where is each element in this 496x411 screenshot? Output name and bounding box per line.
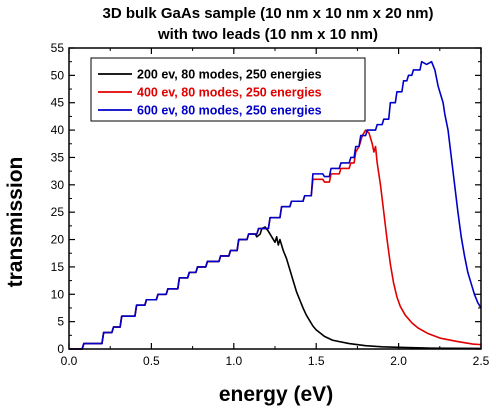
y-tick-label: 20 (51, 233, 65, 247)
y-tick-label: 40 (51, 123, 65, 137)
y-axis-title: transmission (4, 157, 27, 288)
x-tick-label: 1.5 (308, 354, 325, 368)
y-tick-label: 15 (51, 260, 65, 274)
y-tick-label: 0 (57, 342, 64, 356)
series-layer (69, 60, 482, 350)
series-line-3 (69, 60, 482, 350)
y-tick-label: 45 (51, 96, 65, 110)
y-tick-label: 55 (51, 41, 65, 55)
x-tick-label: 2.5 (473, 354, 490, 368)
y-tick-label: 30 (51, 178, 65, 192)
legend-box (90, 57, 366, 122)
y-tick-label: 5 (57, 315, 64, 329)
y-tick-label: 35 (51, 150, 65, 164)
legend: 200 ev, 80 modes, 250 energies 400 ev, 80… (90, 57, 366, 122)
x-tick-label: 0.0 (61, 354, 78, 368)
legend-label-1: 200 ev, 80 modes, 250 energies (137, 68, 322, 82)
plot-frame (68, 47, 482, 350)
series-line-1 (69, 226, 482, 350)
y-tick-label: 10 (51, 287, 65, 301)
x-tick-label: 2.0 (390, 354, 407, 368)
y-tick-label: 25 (51, 205, 65, 219)
x-axis-title: energy (eV) (219, 383, 333, 406)
chart-title: 3D bulk GaAs sample (10 nm x 10 nm x 20 … (103, 5, 434, 22)
x-tick-label: 0.5 (143, 354, 160, 368)
chart-subtitle: with two leads (10 nm x 10 nm) (157, 26, 378, 43)
legend-label-2: 400 ev, 80 modes, 250 energies (137, 86, 322, 100)
x-tick-label: 1.0 (225, 354, 242, 368)
legend-label-3: 600 ev, 80 modes, 250 energies (137, 104, 322, 118)
y-tick-label: 50 (51, 68, 65, 82)
